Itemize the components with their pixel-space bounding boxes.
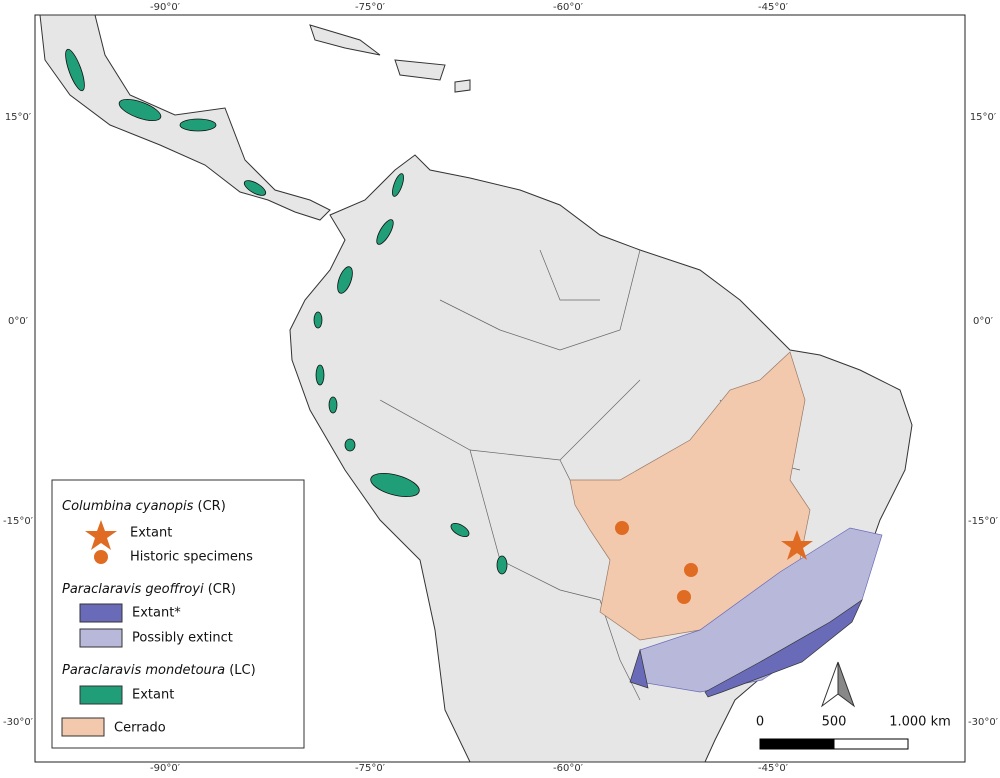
historic-point [615,521,629,535]
legend-dot [94,550,108,564]
legend-star [85,520,117,550]
lon-label: -75°0′ [355,763,386,774]
range-mondetoura [65,48,508,575]
lon-label: -60°0′ [553,2,584,13]
scale-bar: 0 500 1.000 km [756,715,951,750]
species: Paraclaravis mondetoura [62,663,225,678]
lon-label: -90°0′ [150,2,181,13]
historic-point [684,563,698,577]
lon-label: -45°0′ [758,2,789,13]
species: Columbina cyanopis [62,499,194,514]
lat-label: -15°0′ [3,516,34,527]
historic-point [677,590,691,604]
scale-label: 1.000 km [889,715,951,730]
legend-item: Possibly extinct [132,631,233,646]
graticule-labels: -90°0′ -75°0′ -60°0′ -45°0′ -90°0′ -75°0… [3,2,999,774]
lon-label: -90°0′ [150,763,181,774]
legend-heading: Columbina cyanopis (CR) [62,499,226,514]
legend-swatch [79,685,123,705]
legend-swatch [79,628,123,648]
status: (CR) [208,582,236,597]
lat-label: -30°0′ [968,717,999,728]
species: Paraclaravis geoffroyi [62,582,204,597]
lat-label: 15°0′ [970,112,997,123]
scale-label: 500 [822,715,847,730]
lon-label: -75°0′ [355,2,386,13]
lon-label: -45°0′ [758,763,789,774]
range-extant-geoffroyi [629,598,863,698]
scale-label: 0 [756,715,764,730]
legend-heading: Paraclaravis geoffroyi (CR) [62,582,236,597]
legend-swatch [79,603,123,623]
lat-label: -30°0′ [3,717,34,728]
legend-item: Extant [130,526,172,541]
legend-item: Cerrado [114,721,166,736]
status: (CR) [198,499,226,514]
lat-label: 0°0′ [973,316,994,327]
status: (LC) [229,663,255,678]
records [615,521,813,604]
extant-star [781,530,813,560]
legend-swatch [61,717,105,737]
cerrado [569,351,811,641]
legend-heading: Paraclaravis mondetoura (LC) [62,663,256,678]
legend-item: Extant [132,688,174,703]
legend-item: Extant* [132,606,181,621]
legend: Columbina cyanopis (CR) Extant Historic … [51,479,305,749]
north-arrow [820,661,856,708]
lon-label: -60°0′ [553,763,584,774]
lat-label: -15°0′ [968,516,999,527]
lat-label: 15°0′ [5,112,32,123]
legend-item: Historic specimens [130,550,253,565]
lat-label: 0°0′ [8,316,29,327]
